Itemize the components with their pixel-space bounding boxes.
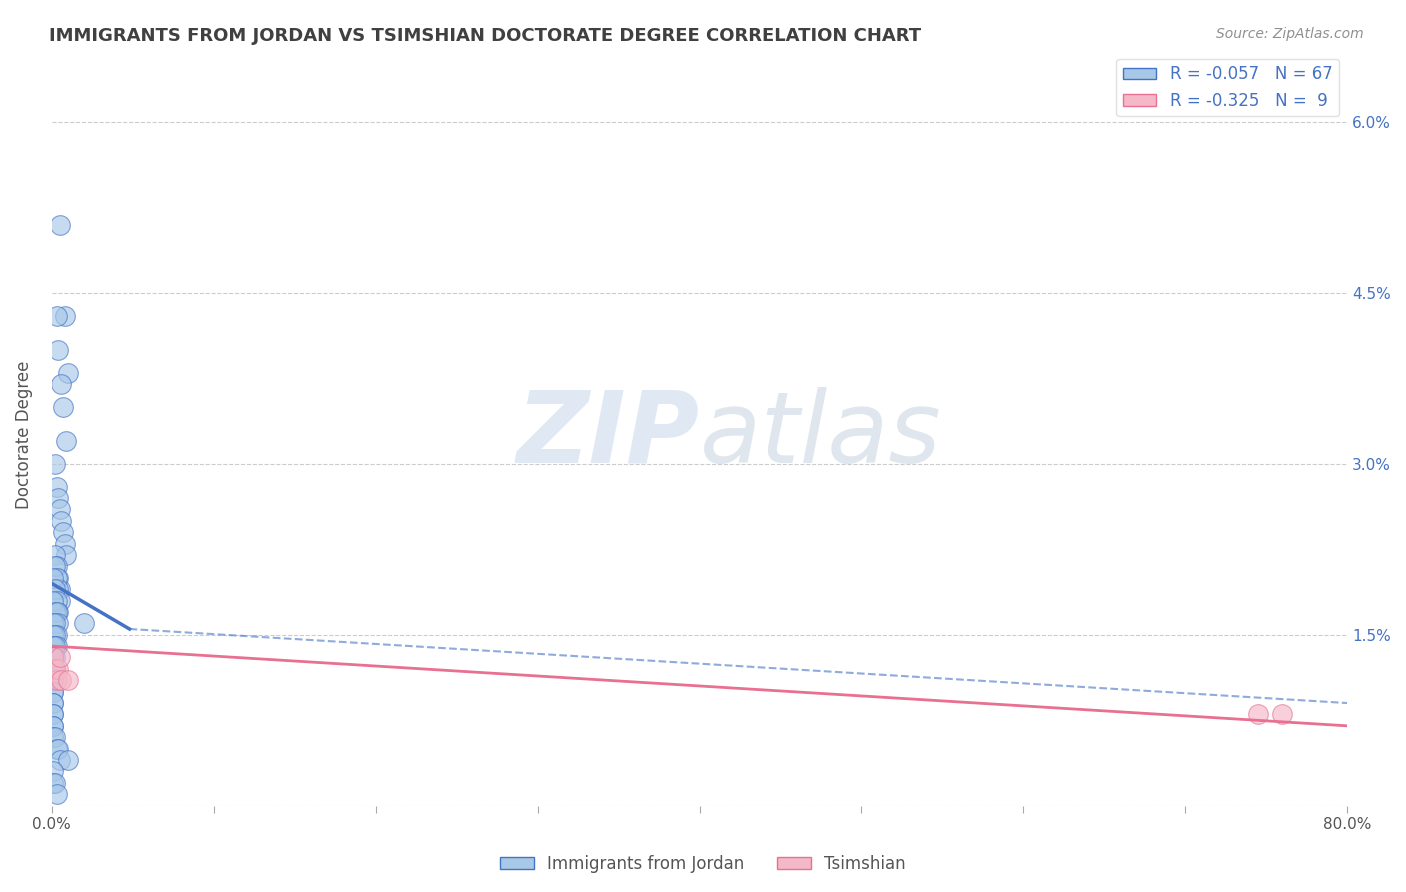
Point bbox=[44, 605, 66, 619]
Point bbox=[53, 309, 76, 323]
Point bbox=[42, 764, 65, 779]
Point bbox=[46, 491, 69, 505]
Point bbox=[46, 662, 69, 676]
Y-axis label: Doctorate Degree: Doctorate Degree bbox=[15, 361, 32, 509]
Point bbox=[44, 582, 66, 596]
Point bbox=[44, 548, 66, 562]
Point bbox=[56, 366, 79, 380]
Text: IMMIGRANTS FROM JORDAN VS TSIMSHIAN DOCTORATE DEGREE CORRELATION CHART: IMMIGRANTS FROM JORDAN VS TSIMSHIAN DOCT… bbox=[49, 27, 921, 45]
Point bbox=[42, 730, 65, 744]
Point bbox=[42, 776, 65, 790]
Point bbox=[42, 673, 65, 688]
Point bbox=[44, 650, 66, 665]
Point bbox=[42, 616, 65, 631]
Point bbox=[49, 502, 72, 516]
Point bbox=[44, 457, 66, 471]
Point bbox=[46, 343, 69, 357]
Point bbox=[49, 593, 72, 607]
Point bbox=[45, 741, 67, 756]
Text: ZIP: ZIP bbox=[516, 387, 700, 483]
Point bbox=[52, 525, 75, 540]
Point bbox=[44, 662, 66, 676]
Legend: R = -0.057   N = 67, R = -0.325   N =  9: R = -0.057 N = 67, R = -0.325 N = 9 bbox=[1116, 59, 1339, 116]
Point bbox=[45, 639, 67, 653]
Point bbox=[45, 628, 67, 642]
Point bbox=[45, 571, 67, 585]
Point bbox=[51, 673, 73, 688]
Point bbox=[56, 753, 79, 767]
Point bbox=[45, 787, 67, 801]
Point bbox=[49, 753, 72, 767]
Point bbox=[42, 650, 65, 665]
Point bbox=[44, 628, 66, 642]
Point bbox=[42, 684, 65, 698]
Point bbox=[42, 628, 65, 642]
Point bbox=[45, 605, 67, 619]
Point bbox=[44, 776, 66, 790]
Point bbox=[1247, 707, 1270, 722]
Point bbox=[46, 571, 69, 585]
Point bbox=[55, 548, 77, 562]
Text: Source: ZipAtlas.com: Source: ZipAtlas.com bbox=[1216, 27, 1364, 41]
Point bbox=[42, 639, 65, 653]
Point bbox=[42, 696, 65, 710]
Point bbox=[1271, 707, 1294, 722]
Point bbox=[44, 616, 66, 631]
Point bbox=[52, 400, 75, 414]
Point bbox=[42, 662, 65, 676]
Point bbox=[42, 571, 65, 585]
Point bbox=[45, 673, 67, 688]
Point bbox=[45, 309, 67, 323]
Point bbox=[51, 514, 73, 528]
Point bbox=[46, 741, 69, 756]
Point bbox=[55, 434, 77, 448]
Point bbox=[49, 218, 72, 232]
Point bbox=[46, 616, 69, 631]
Point bbox=[42, 719, 65, 733]
Point bbox=[42, 673, 65, 688]
Point bbox=[42, 719, 65, 733]
Point bbox=[46, 605, 69, 619]
Point bbox=[42, 593, 65, 607]
Point bbox=[44, 730, 66, 744]
Point bbox=[42, 696, 65, 710]
Point bbox=[44, 662, 66, 676]
Point bbox=[45, 559, 67, 574]
Point bbox=[42, 684, 65, 698]
Point bbox=[42, 650, 65, 665]
Text: atlas: atlas bbox=[700, 387, 941, 483]
Point bbox=[44, 662, 66, 676]
Point bbox=[42, 707, 65, 722]
Point bbox=[45, 479, 67, 493]
Point bbox=[46, 582, 69, 596]
Point bbox=[56, 673, 79, 688]
Point bbox=[51, 377, 73, 392]
Point bbox=[49, 650, 72, 665]
Point bbox=[42, 650, 65, 665]
Point bbox=[49, 582, 72, 596]
Point bbox=[44, 639, 66, 653]
Point bbox=[45, 593, 67, 607]
Point bbox=[73, 616, 96, 631]
Point bbox=[53, 536, 76, 550]
Legend: Immigrants from Jordan, Tsimshian: Immigrants from Jordan, Tsimshian bbox=[494, 848, 912, 880]
Point bbox=[42, 707, 65, 722]
Point bbox=[44, 559, 66, 574]
